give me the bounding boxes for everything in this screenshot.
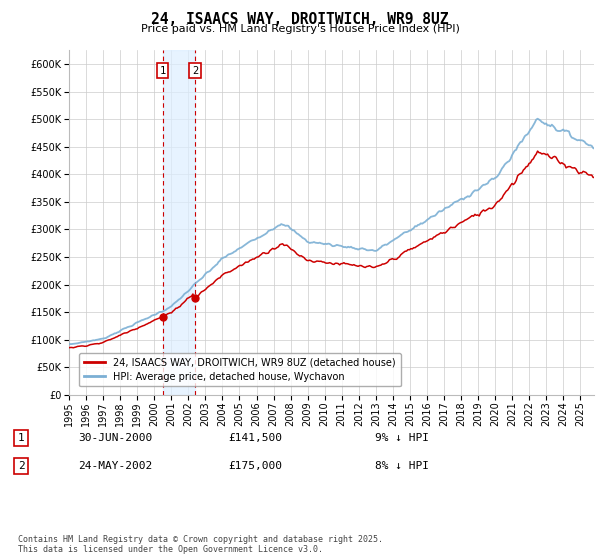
Text: 8% ↓ HPI: 8% ↓ HPI	[375, 461, 429, 471]
Text: 2: 2	[17, 461, 25, 471]
Text: 9% ↓ HPI: 9% ↓ HPI	[375, 433, 429, 443]
Text: 1: 1	[17, 433, 25, 443]
Legend: 24, ISAACS WAY, DROITWICH, WR9 8UZ (detached house), HPI: Average price, detache: 24, ISAACS WAY, DROITWICH, WR9 8UZ (deta…	[79, 353, 401, 386]
Text: 24-MAY-2002: 24-MAY-2002	[78, 461, 152, 471]
Text: Price paid vs. HM Land Registry's House Price Index (HPI): Price paid vs. HM Land Registry's House …	[140, 24, 460, 34]
Text: 1: 1	[160, 66, 166, 76]
Bar	[163, 50, 195, 395]
Text: £175,000: £175,000	[228, 461, 282, 471]
Text: 2: 2	[192, 66, 198, 76]
Text: 30-JUN-2000: 30-JUN-2000	[78, 433, 152, 443]
Text: £141,500: £141,500	[228, 433, 282, 443]
Text: 24, ISAACS WAY, DROITWICH, WR9 8UZ: 24, ISAACS WAY, DROITWICH, WR9 8UZ	[151, 12, 449, 27]
Text: Contains HM Land Registry data © Crown copyright and database right 2025.
This d: Contains HM Land Registry data © Crown c…	[18, 535, 383, 554]
